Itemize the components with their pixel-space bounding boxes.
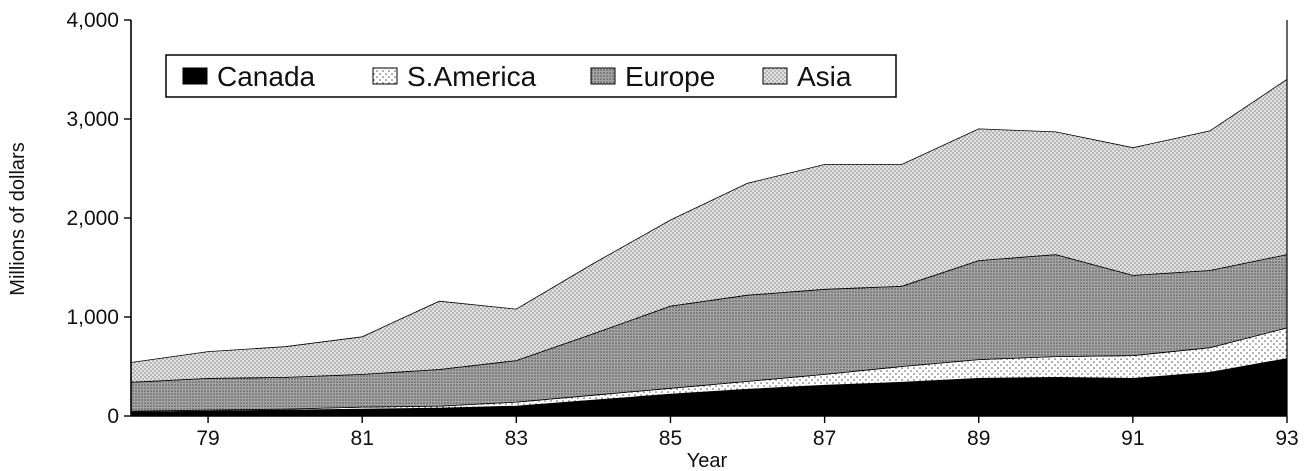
legend-label-asia: Asia — [797, 61, 852, 92]
legend: Canada S.America Europe Asia — [165, 54, 897, 98]
y-tick-label: 4,000 — [66, 9, 119, 32]
legend-label-canada: Canada — [217, 61, 316, 92]
x-tick-label: 81 — [351, 427, 374, 450]
x-tick-label: 79 — [196, 427, 219, 450]
x-tick-label: 83 — [505, 427, 528, 450]
y-tick-label: 0 — [107, 405, 119, 428]
x-tick-label: 91 — [1121, 427, 1144, 450]
x-axis-title: Year — [687, 450, 728, 471]
x-tick-label: 85 — [659, 427, 682, 450]
x-tick-label: 87 — [813, 427, 836, 450]
y-tick-label: 3,000 — [66, 108, 119, 131]
x-tick-label: 93 — [1275, 427, 1298, 450]
y-tick-label: 2,000 — [66, 207, 119, 230]
y-tick-label: 1,000 — [66, 306, 119, 329]
y-axis-title: Millions of dollars — [7, 142, 29, 295]
legend-label-s-america: S.America — [407, 61, 537, 92]
legend-swatch-canada — [182, 67, 208, 85]
legend-swatch-europe — [590, 67, 616, 85]
legend-swatch-s-america — [372, 67, 398, 85]
legend-label-europe: Europe — [625, 61, 715, 92]
legend-swatch-asia — [762, 67, 788, 85]
x-tick-label: 89 — [967, 427, 990, 450]
